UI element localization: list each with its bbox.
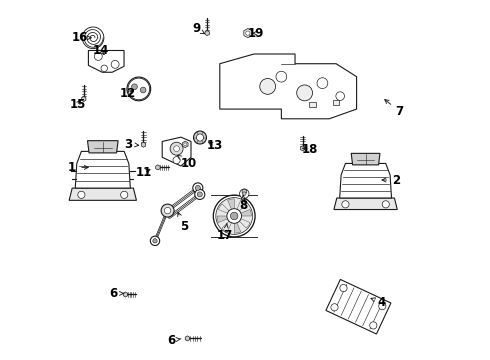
Circle shape <box>336 92 344 100</box>
Polygon shape <box>228 199 234 216</box>
Circle shape <box>382 201 390 208</box>
Text: 7: 7 <box>385 100 404 118</box>
Text: 13: 13 <box>206 139 222 152</box>
Text: 18: 18 <box>302 143 318 156</box>
Text: 12: 12 <box>120 87 136 100</box>
Polygon shape <box>69 188 136 200</box>
Circle shape <box>95 53 102 60</box>
Polygon shape <box>88 50 124 72</box>
Text: 8: 8 <box>239 195 247 212</box>
Text: 4: 4 <box>371 296 386 309</box>
Polygon shape <box>244 28 252 38</box>
Circle shape <box>127 77 151 101</box>
Circle shape <box>197 192 202 197</box>
Polygon shape <box>234 210 251 216</box>
Circle shape <box>370 322 377 329</box>
Text: 2: 2 <box>382 174 400 186</box>
Polygon shape <box>81 96 86 102</box>
Polygon shape <box>185 336 190 341</box>
Polygon shape <box>88 141 118 153</box>
Text: 5: 5 <box>178 212 188 233</box>
Circle shape <box>216 198 252 234</box>
Circle shape <box>317 78 328 89</box>
Polygon shape <box>156 165 160 170</box>
Circle shape <box>153 239 157 243</box>
Text: 3: 3 <box>124 138 139 150</box>
Circle shape <box>193 183 203 193</box>
Polygon shape <box>351 153 380 165</box>
Polygon shape <box>326 279 391 334</box>
Circle shape <box>101 65 107 72</box>
Text: 11: 11 <box>136 166 152 179</box>
Circle shape <box>195 189 205 199</box>
Polygon shape <box>222 216 234 232</box>
Circle shape <box>78 191 85 198</box>
Circle shape <box>82 27 104 49</box>
Text: 6: 6 <box>109 287 123 300</box>
Polygon shape <box>205 31 209 36</box>
Circle shape <box>240 189 249 198</box>
Text: 15: 15 <box>70 98 86 111</box>
Circle shape <box>342 201 349 208</box>
Circle shape <box>121 191 128 198</box>
Circle shape <box>196 185 200 190</box>
Polygon shape <box>182 141 188 148</box>
Circle shape <box>331 304 338 311</box>
Circle shape <box>140 87 146 93</box>
Circle shape <box>230 212 238 220</box>
Circle shape <box>194 131 206 144</box>
Circle shape <box>196 134 204 141</box>
Circle shape <box>161 204 174 217</box>
Polygon shape <box>340 163 392 198</box>
Polygon shape <box>234 200 246 216</box>
Circle shape <box>379 302 386 310</box>
Circle shape <box>260 78 275 94</box>
Polygon shape <box>300 146 305 151</box>
Polygon shape <box>75 152 130 188</box>
Text: 16: 16 <box>71 31 91 44</box>
Polygon shape <box>217 216 234 222</box>
Polygon shape <box>220 54 357 119</box>
Text: 10: 10 <box>177 156 197 170</box>
Text: 14: 14 <box>93 44 109 57</box>
Circle shape <box>173 157 180 164</box>
Circle shape <box>246 31 250 35</box>
Circle shape <box>213 195 255 237</box>
Polygon shape <box>234 216 241 233</box>
Polygon shape <box>219 204 234 216</box>
Bar <box>333 100 339 105</box>
Text: 9: 9 <box>192 22 204 35</box>
Polygon shape <box>141 142 146 147</box>
Circle shape <box>164 207 171 214</box>
Polygon shape <box>123 292 128 297</box>
Circle shape <box>150 236 160 246</box>
Circle shape <box>128 78 149 100</box>
Circle shape <box>340 284 347 292</box>
Text: 6: 6 <box>167 334 181 347</box>
Circle shape <box>297 85 313 101</box>
Polygon shape <box>334 198 397 210</box>
Circle shape <box>184 143 187 146</box>
Circle shape <box>243 192 246 195</box>
Bar <box>309 102 317 107</box>
Polygon shape <box>234 216 250 228</box>
Text: 19: 19 <box>247 27 264 40</box>
Text: 1: 1 <box>68 161 88 174</box>
Text: 17: 17 <box>217 224 233 242</box>
Circle shape <box>174 146 179 152</box>
Polygon shape <box>242 189 246 194</box>
Circle shape <box>111 60 119 68</box>
Circle shape <box>132 84 137 90</box>
Polygon shape <box>162 137 191 166</box>
Circle shape <box>170 142 183 155</box>
Circle shape <box>276 71 287 82</box>
Circle shape <box>227 209 242 223</box>
